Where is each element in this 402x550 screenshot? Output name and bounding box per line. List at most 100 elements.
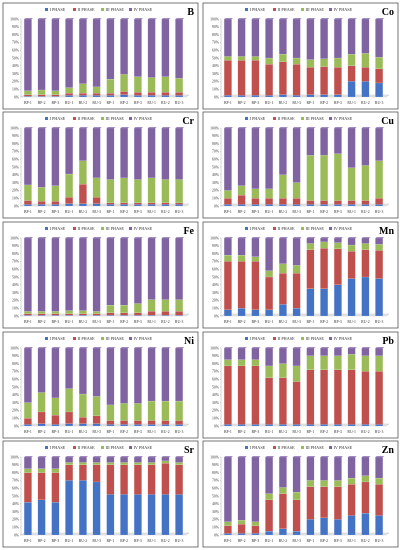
bar-cap — [334, 18, 344, 19]
bar-cap — [375, 347, 385, 348]
bar-cap — [361, 456, 371, 457]
bar-segment — [161, 494, 170, 536]
y-tick-label: 60% — [212, 487, 220, 491]
bar-cap — [361, 237, 371, 238]
bar-segment — [361, 67, 370, 82]
bar-segment — [161, 95, 170, 98]
panel-label: B — [187, 7, 194, 18]
y-tick-label: 60% — [12, 378, 20, 382]
bar-segment — [65, 87, 73, 94]
legend-swatch — [329, 227, 332, 230]
x-tick-label: RP-3 — [134, 210, 142, 214]
bar-cap — [334, 237, 344, 238]
bar-cap — [347, 456, 357, 457]
bar-segment — [251, 525, 260, 534]
bar-segment — [334, 456, 342, 481]
x-tick-label: BP-3 — [251, 430, 259, 434]
bar-cap — [292, 347, 302, 348]
bar-cap — [292, 237, 302, 238]
y-tick-label: 80% — [12, 252, 20, 256]
bar-segment — [279, 263, 287, 274]
x-tick-label: BP-1 — [224, 539, 232, 543]
x-tick-label: RU-3 — [375, 539, 384, 543]
bar-segment — [51, 237, 60, 312]
bar-segment — [347, 515, 356, 536]
y-tick-label: 100% — [210, 17, 220, 21]
x-tick-label: RP-2 — [320, 210, 328, 214]
bar-segment — [224, 309, 232, 317]
bar-cap — [265, 127, 275, 128]
chart-panel-cu: I PHASE II PHASE III PHASE IV PHASE Cu 0% 10% 2… — [202, 111, 399, 219]
bar-segment — [37, 411, 46, 424]
bar-segment — [65, 388, 73, 413]
y-tick-label: 20% — [212, 299, 220, 303]
bar-segment — [106, 464, 115, 495]
y-tick-label: 40% — [12, 393, 20, 397]
y-tick-label: 10% — [212, 307, 220, 311]
bar-segment — [361, 355, 370, 372]
x-tick-label: RP-3 — [134, 320, 142, 324]
bar-segment — [347, 424, 356, 427]
bar-segment — [161, 18, 170, 77]
bar-segment — [51, 311, 60, 314]
bar-cap — [175, 127, 185, 128]
bar-segment — [147, 95, 156, 98]
bar-segment — [292, 347, 301, 367]
bar-segment — [306, 59, 315, 68]
legend-label: I PHASE — [50, 445, 66, 450]
bar-segment — [265, 270, 273, 278]
bar-segment — [37, 237, 46, 312]
bar-segment — [161, 237, 170, 300]
bar-segment — [79, 237, 87, 311]
x-tick-label: RP-3 — [134, 539, 142, 543]
bar-cap — [175, 18, 185, 19]
bar-segment — [106, 204, 115, 207]
bar-segment — [279, 528, 287, 536]
bar-segment — [320, 18, 328, 59]
bar-cap — [147, 127, 157, 128]
bar-segment — [161, 76, 170, 93]
bar-segment — [306, 237, 315, 244]
x-tick-label: BP-1 — [24, 539, 32, 543]
legend-label: II PHASE — [278, 336, 296, 341]
bar-segment — [65, 480, 73, 536]
bar-segment — [37, 96, 46, 98]
bar-segment — [147, 315, 156, 317]
y-tick-label: 70% — [212, 150, 220, 154]
bar-segment — [147, 462, 156, 465]
bar-segment — [265, 276, 273, 310]
bar-cap — [237, 237, 247, 238]
bar-cap — [237, 456, 247, 457]
bar-segment — [375, 371, 383, 425]
x-tick-label: RP-2 — [120, 320, 128, 324]
y-tick-label: 20% — [12, 80, 20, 84]
bar-segment — [279, 204, 287, 207]
bar-cap — [65, 347, 75, 348]
bar-segment — [92, 95, 101, 98]
bar-segment — [279, 18, 287, 55]
x-tick-label: BP-1 — [224, 430, 232, 434]
bar-segment — [37, 392, 46, 413]
bar-segment — [251, 95, 260, 98]
bar-segment — [161, 179, 170, 203]
y-tick-label: 0% — [214, 314, 220, 318]
legend-swatch — [129, 117, 132, 120]
bar-segment — [51, 468, 60, 473]
legend-swatch — [273, 117, 276, 120]
bar-segment — [279, 347, 287, 364]
bar-cap — [120, 456, 130, 457]
bar-segment — [375, 160, 383, 199]
bar-segment — [147, 494, 156, 536]
legend-swatch — [301, 8, 304, 11]
bar-segment — [65, 310, 73, 314]
bar-segment — [334, 480, 342, 487]
legend-swatch — [73, 8, 76, 11]
y-tick-label: 60% — [12, 268, 20, 272]
panel-label: Ni — [184, 336, 194, 347]
y-tick-label: 50% — [212, 385, 220, 389]
bar-segment — [79, 95, 87, 98]
bar-segment — [292, 492, 301, 500]
bar-cap — [134, 347, 144, 348]
bar-segment — [79, 313, 87, 316]
y-tick-label: 20% — [212, 409, 220, 413]
